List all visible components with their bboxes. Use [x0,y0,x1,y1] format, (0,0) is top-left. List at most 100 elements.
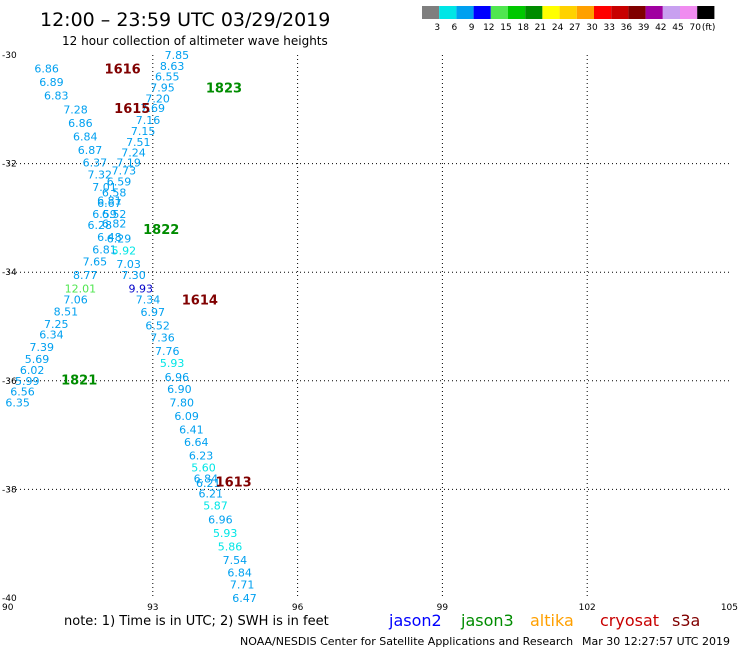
wave-height-value: 12.01 [65,282,97,295]
wave-height-value: 8.77 [73,269,98,282]
legend-swatch [525,6,543,19]
legend-swatch [628,6,646,19]
wave-height-value: 6.81 [92,243,117,256]
legend-bin-label: 27 [569,23,580,33]
wave-height-value: 6.52 [102,208,127,221]
wave-height-value: 7.36 [150,331,175,344]
pass-label: 1823 [206,82,242,97]
wave-height-value: 6.28 [87,219,112,232]
legend-swatch [422,6,440,19]
legend-swatch [473,6,491,19]
longitude-tick-label: 90 [2,603,14,613]
satellite-name: s3a [672,611,700,630]
wave-height-value: 7.69 [141,102,166,115]
wave-height-value: 6.58 [102,186,127,199]
wave-height-value: 6.67 [97,197,122,210]
wave-height-value: 7.15 [131,125,156,138]
legend-bin-label: 70 [689,23,701,33]
wave-height-value: 6.86 [68,117,93,130]
longitude-tick-label: 96 [292,603,304,613]
pass-labels: 1616 1823 1615 1822 1614 1821 1613 [61,63,252,491]
legend-bin-label: 12 [483,23,494,33]
wave-height-value: 5.87 [203,500,228,513]
wave-height-value: 6.96 [208,513,233,526]
wave-height-value: 6.56 [10,386,35,399]
legend-swatch [611,6,629,19]
wave-height-value: 7.01 [92,181,117,194]
wave-height-value: 6.96 [165,371,190,384]
legend-swatch [508,6,526,19]
longitude-tick-label: 93 [147,603,158,613]
pass-label: 1614 [182,293,218,308]
latitude-tick-label: -32 [2,160,17,170]
wave-height-value: 6.37 [83,157,108,170]
wave-height-value: 7.76 [155,345,180,358]
wave-height-value: 6.29 [107,233,132,246]
longitude-axis: 90 93 96 99 102 105 [2,603,738,613]
wave-height-value: 7.32 [87,168,112,181]
legend-bin-label: 30 [586,23,598,33]
wave-height-value: 7.39 [30,341,55,354]
credit-line: NOAA/NESDIS Center for Satellite Applica… [240,635,573,648]
legend-swatch [456,6,474,19]
legend-swatch [439,6,457,19]
longitude-tick-label: 105 [721,603,738,613]
wave-height-value: 6.35 [5,397,30,410]
timestamp: Mar 30 12:27:57 UTC 2019 [582,635,730,648]
legend-swatch [645,6,663,19]
pass-label: 1821 [61,374,97,389]
legend-swatch [559,6,577,19]
legend-swatch [662,6,680,19]
page-title: 12:00 – 23:59 UTC 03/29/2019 [40,9,330,31]
satellite-name: altika [530,611,574,630]
wave-height-value: 7.19 [116,157,141,170]
wave-height-value: 7.16 [136,114,161,127]
wave-height-value: 6.48 [97,231,122,244]
legend-swatch [594,6,612,19]
wave-height-value: 6.52 [145,319,170,332]
wave-height-values: 6.866.896.837.286.866.846.876.377.327.01… [5,49,256,605]
wave-height-value: 7.80 [170,397,195,410]
latitude-tick-label: -30 [2,51,17,61]
wave-height-value: 7.24 [121,147,146,160]
wave-height-value: 8.63 [160,60,185,73]
wave-height-value: 5.69 [25,353,50,366]
legend-bin-label: 9 [469,23,475,33]
legend-bin-label: 45 [672,23,683,33]
wave-height-value: 7.20 [145,92,170,105]
legend-swatch [697,6,715,19]
wave-height-value: 5.86 [218,540,243,553]
latitude-axis: -30 -32 -34 -36 -38 -40 [2,51,17,604]
wave-height-value: 5.93 [213,527,238,540]
latitude-tick-label: -34 [2,268,17,278]
wave-height-value: 6.97 [141,306,166,319]
legend-bin-label: 36 [621,23,633,33]
pass-label: 1613 [216,475,252,490]
pass-label: 1615 [114,102,150,117]
wave-height-color-legend: 3 6 9 12 15 18 21 24 27 30 33 36 39 42 45 70 (ft) [422,6,715,33]
wave-height-value: 6.84 [227,566,252,579]
legend-bin-label: 18 [517,23,529,33]
wave-height-value: 6.21 [196,477,221,490]
wave-height-value: 7.34 [136,293,161,306]
legend-bin-label: 39 [638,23,650,33]
satellite-name: jason3 [460,611,514,630]
wave-height-value: 6.81 [97,195,122,208]
page-subtitle: 12 hour collection of altimeter wave hei… [62,34,328,48]
latitude-tick-label: -36 [2,377,17,387]
satellite-name: jason2 [388,611,442,630]
wave-height-value: 6.41 [179,424,204,437]
wave-height-value: 7.06 [63,293,88,306]
wave-height-value: 6.59 [92,208,117,221]
wave-height-value: 5.60 [191,462,216,475]
wave-height-value: 5.93 [160,357,185,370]
wave-height-value: 7.95 [150,82,175,95]
wave-height-value: 5.99 [15,375,40,388]
legend-bin-label: 6 [452,23,458,33]
wave-height-value: 7.85 [165,49,190,62]
legend-swatch [680,6,698,19]
legend-unit: (ft) [702,23,716,33]
graticule [8,55,732,598]
wave-height-value: 6.84 [194,473,219,486]
